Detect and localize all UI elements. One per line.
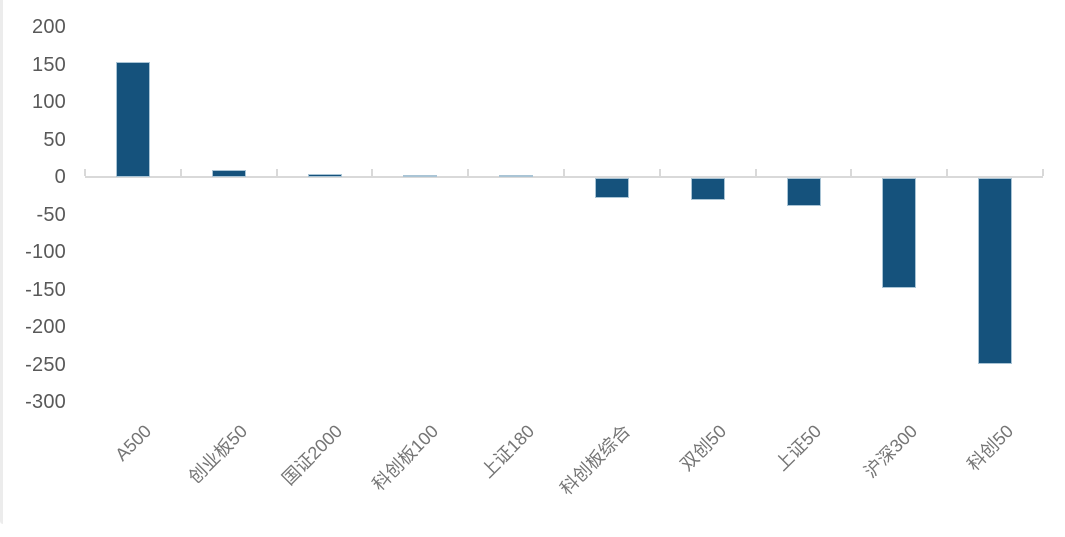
bar-创业板50 <box>211 169 246 177</box>
x-axis-category-label: 创业板50 <box>184 421 251 488</box>
bar-科创板综合 <box>594 178 629 198</box>
y-axis-tick-label: 100 <box>32 91 66 113</box>
bar-上证180 <box>499 174 534 177</box>
y-axis-tick-label: 200 <box>32 16 66 38</box>
x-axis-category-label: 科创板100 <box>368 421 443 495</box>
y-axis-tick-label: 150 <box>32 53 66 76</box>
bar-上证50 <box>786 178 821 206</box>
y-axis-tick-label: -300 <box>25 391 66 413</box>
bar-国证2000 <box>307 174 342 177</box>
x-axis-tick-mark <box>850 169 853 176</box>
x-axis-tick-mark <box>467 169 470 176</box>
x-axis-tick-mark <box>754 169 757 176</box>
y-axis-tick-label: 0 <box>54 166 66 188</box>
x-axis-category-label: 上证180 <box>477 421 539 482</box>
bar-A500 <box>115 61 150 177</box>
x-axis-tick-mark <box>275 169 278 176</box>
y-axis-tick-label: -50 <box>36 203 66 226</box>
x-axis-category-label: 沪深300 <box>860 421 922 482</box>
x-axis-tick-mark <box>84 169 86 176</box>
x-axis-tick-mark <box>371 169 374 176</box>
bar-双创50 <box>690 178 725 200</box>
bar-沪深300 <box>882 178 917 289</box>
y-axis-tick-label: -250 <box>25 353 66 376</box>
y-axis-tick-label: -100 <box>25 241 66 263</box>
x-axis-tick-mark <box>658 169 661 176</box>
bar-科创板100 <box>403 174 438 177</box>
y-axis-tick-label: 50 <box>43 128 66 151</box>
y-axis-tick-label: -150 <box>25 278 66 301</box>
x-axis-line <box>85 176 1043 178</box>
y-axis-tick-label: -200 <box>25 316 66 338</box>
x-axis-tick-mark <box>946 169 949 176</box>
x-axis-category-label: 上证50 <box>771 421 826 475</box>
x-axis-category-label: 双创50 <box>676 421 730 475</box>
bar-科创50 <box>978 178 1013 364</box>
x-axis-tick-mark <box>1042 169 1044 176</box>
x-axis-tick-mark <box>563 169 565 176</box>
x-axis-category-label: 科创50 <box>963 421 1018 475</box>
x-axis-category-label: A500 <box>111 421 156 465</box>
page-left-edge-strip <box>0 0 3 524</box>
x-axis-category-label: 国证2000 <box>278 421 347 489</box>
x-axis-category-label: 科创板综合 <box>556 421 635 499</box>
x-axis-tick-mark <box>179 169 182 176</box>
